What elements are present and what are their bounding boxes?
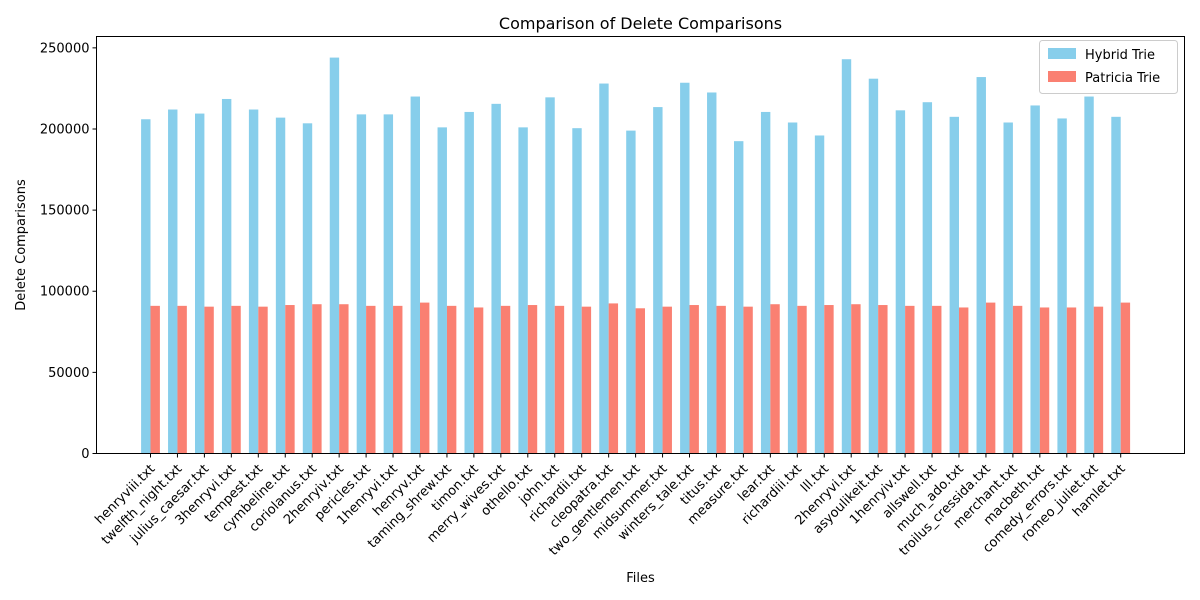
bar-patricia-trie-20 — [689, 305, 699, 454]
bar-hybrid-trie-9 — [383, 114, 394, 454]
bar-patricia-trie-8 — [366, 305, 376, 454]
bar-hybrid-trie-4 — [248, 109, 259, 454]
bar-hybrid-trie-8 — [356, 114, 367, 454]
bar-hybrid-trie-33 — [1030, 105, 1040, 454]
x-axis: henryviii.txttwelfth_night.txtjulius_cae… — [93, 453, 1129, 559]
bar-patricia-trie-12 — [473, 307, 484, 454]
legend: Hybrid Trie Patricia Trie — [1039, 40, 1178, 94]
bar-patricia-trie-30 — [959, 307, 969, 454]
bar-hybrid-trie-14 — [518, 127, 528, 454]
bar-patricia-trie-24 — [797, 305, 807, 454]
bar-patricia-trie-16 — [581, 306, 592, 454]
bar-patricia-trie-18 — [635, 308, 645, 454]
bar-hybrid-trie-32 — [1003, 122, 1013, 454]
y-axis: 0 50000 100000 150000 200000 250000 — [40, 41, 97, 462]
y-tick-label: 100000 — [40, 285, 90, 300]
bar-hybrid-trie-16 — [572, 128, 582, 454]
y-axis-label: Delete Comparisons — [14, 179, 29, 311]
chart-title: Comparison of Delete Comparisons — [499, 14, 782, 33]
y-tick-label: 150000 — [40, 204, 90, 219]
bar-hybrid-trie-25 — [814, 135, 825, 454]
bar-patricia-trie-7 — [339, 304, 349, 454]
bar-hybrid-trie-35 — [1084, 96, 1094, 454]
bar-patricia-trie-4 — [258, 306, 268, 454]
bar-patricia-trie-3 — [231, 305, 241, 454]
legend-swatch-patricia-trie — [1048, 71, 1076, 82]
bar-hybrid-trie-0 — [141, 119, 151, 454]
bar-patricia-trie-27 — [878, 305, 888, 454]
bar-patricia-trie-2 — [204, 306, 214, 454]
bar-hybrid-trie-23 — [760, 111, 771, 454]
bar-patricia-trie-5 — [285, 305, 295, 454]
bar-hybrid-trie-31 — [976, 77, 986, 454]
bar-patricia-trie-28 — [905, 305, 915, 454]
legend-label-hybrid-trie: Hybrid Trie — [1085, 48, 1155, 63]
bar-hybrid-trie-11 — [437, 127, 447, 454]
bar-patricia-trie-10 — [420, 302, 430, 454]
bar-patricia-trie-14 — [527, 305, 538, 454]
bar-hybrid-trie-28 — [895, 110, 906, 454]
bar-hybrid-trie-20 — [680, 82, 690, 454]
bar-hybrid-trie-7 — [329, 57, 340, 454]
bar-patricia-trie-23 — [770, 304, 780, 454]
bar-patricia-trie-32 — [1012, 305, 1023, 454]
bar-hybrid-trie-30 — [949, 116, 959, 454]
bar-hybrid-trie-34 — [1057, 118, 1067, 454]
bar-hybrid-trie-17 — [599, 83, 609, 454]
bar-hybrid-trie-10 — [410, 96, 420, 454]
bar-patricia-trie-1 — [177, 305, 187, 454]
bar-patricia-trie-33 — [1039, 307, 1050, 454]
bar-patricia-trie-0 — [150, 305, 160, 454]
bar-patricia-trie-31 — [985, 302, 996, 454]
bar-hybrid-trie-22 — [734, 141, 744, 454]
bar-hybrid-trie-21 — [707, 92, 717, 454]
bar-patricia-trie-35 — [1093, 306, 1104, 454]
bar-hybrid-trie-27 — [868, 78, 879, 454]
bar-hybrid-trie-19 — [653, 107, 663, 454]
bar-patricia-trie-29 — [932, 305, 942, 454]
bar-patricia-trie-21 — [716, 305, 726, 454]
bar-patricia-trie-36 — [1120, 302, 1131, 454]
bar-patricia-trie-15 — [554, 305, 565, 454]
bar-hybrid-trie-15 — [545, 97, 555, 454]
bar-patricia-trie-22 — [743, 306, 753, 454]
bar-hybrid-trie-1 — [168, 109, 178, 454]
bar-patricia-trie-9 — [393, 305, 403, 454]
bar-hybrid-trie-3 — [221, 98, 232, 454]
y-tick-label: 200000 — [40, 122, 90, 137]
y-tick-label: 250000 — [40, 41, 90, 56]
bar-patricia-trie-11 — [446, 305, 457, 454]
legend-swatch-hybrid-trie — [1048, 48, 1076, 59]
bar-hybrid-trie-26 — [841, 59, 852, 454]
bar-hybrid-trie-29 — [922, 102, 933, 454]
y-tick-label: 50000 — [48, 366, 89, 381]
bar-patricia-trie-6 — [312, 304, 322, 454]
bar-hybrid-trie-36 — [1111, 116, 1121, 454]
x-axis-label: Files — [626, 571, 655, 586]
bar-patricia-trie-19 — [662, 306, 672, 454]
legend-label-patricia-trie: Patricia Trie — [1085, 71, 1160, 86]
bar-hybrid-trie-5 — [275, 117, 286, 454]
bar-patricia-trie-17 — [608, 303, 619, 454]
bar-patricia-trie-25 — [824, 305, 834, 454]
bar-hybrid-trie-12 — [464, 111, 474, 454]
bar-hybrid-trie-24 — [787, 122, 798, 454]
plot-frame — [96, 36, 1185, 454]
bar-hybrid-trie-2 — [195, 113, 205, 454]
bar-hybrid-trie-13 — [491, 103, 501, 454]
bar-patricia-trie-34 — [1066, 307, 1077, 454]
bar-patricia-trie-13 — [500, 305, 511, 454]
bar-hybrid-trie-18 — [626, 130, 636, 454]
y-tick-label: 0 — [81, 447, 89, 462]
bar-hybrid-trie-6 — [302, 123, 313, 454]
bar-patricia-trie-26 — [851, 304, 861, 454]
bars-group — [141, 57, 1131, 454]
